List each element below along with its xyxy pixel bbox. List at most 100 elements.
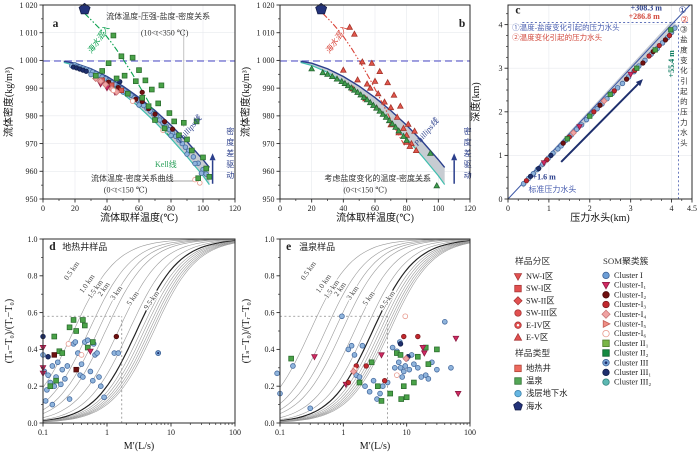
legend-item-label: SW-I区 — [526, 284, 552, 293]
annotation-text: +286.8 m — [629, 12, 661, 21]
depth-curve — [279, 239, 471, 411]
annotation-text: 流体温度-压强-盐度-密度关系 — [106, 11, 210, 21]
legend-item: Cluster-I₆ — [602, 329, 646, 338]
y-tick-label: 0.6 — [265, 308, 275, 317]
y-tick-label: 1 020 — [257, 1, 275, 10]
y-axis-label: 流体密度(kg/m³) — [2, 67, 15, 137]
x-tick-label: 60 — [371, 204, 379, 213]
x-tick-label: 1 — [547, 204, 551, 213]
x-tick-label: 60 — [135, 204, 143, 213]
legend-item-label: SW-II区 — [526, 296, 555, 305]
legend-item: Cluster III₁ — [602, 368, 651, 377]
legend-item-label: Cluster II₁ — [614, 339, 649, 348]
depth-curve — [279, 240, 471, 422]
depth-curve — [42, 239, 236, 418]
depth-curve — [42, 240, 236, 422]
series-cluster-iii1 — [70, 64, 123, 85]
x-tick-label: 3 — [629, 204, 633, 213]
depth-curve — [279, 238, 470, 404]
annotation-text: ②温度变化引起的压力水头 — [512, 32, 602, 42]
series-cluster-i1 — [540, 71, 634, 167]
x-tick-label: 10 — [167, 428, 175, 437]
annotation-text: 密度差驱动 — [226, 126, 234, 180]
depth-curve — [279, 239, 471, 418]
legend-item-label: Cluster III₂ — [614, 378, 651, 387]
series-hot-springs — [93, 32, 213, 182]
depth-curve — [42, 242, 236, 423]
annotation-text: c — [515, 4, 520, 16]
legend-group-title: 样品类型 — [515, 347, 550, 358]
depth-curve — [279, 241, 471, 422]
legend-item: Cluster-I₁ — [601, 281, 646, 290]
legend-group-title: SOM聚类簇 — [603, 255, 649, 266]
series-cluster-i3 — [523, 32, 673, 184]
legend-item-label: NW-I区 — [526, 272, 553, 281]
y-tick-label: 0.2 — [28, 382, 38, 391]
y-tick-label: 960 — [26, 167, 38, 176]
y-tick-label: 950 — [26, 195, 38, 204]
legend-item-label: 海水 — [526, 401, 543, 411]
legend-item-label: Cluster I — [614, 271, 643, 280]
x-tick-label: 1 — [341, 428, 345, 437]
annotation-text: ③ — [680, 24, 688, 34]
legend-item-label: Cluster-I₂ — [614, 290, 646, 299]
depth-curve — [42, 241, 236, 422]
x-tick-label: 100 — [464, 428, 476, 437]
y-tick-label: 0.2 — [265, 382, 275, 391]
legend-item-label: 地热井 — [526, 363, 551, 373]
x-tick-label: 120 — [464, 204, 476, 213]
series-hot-springs — [288, 344, 440, 404]
y-tick-label: 1 — [499, 151, 503, 160]
legend-item: SW-II区 — [513, 296, 555, 306]
annotation-text: 流体温度-密度关系曲线 — [91, 173, 174, 183]
y-tick-label: 0.4 — [265, 345, 275, 354]
x-tick-label: 0.1 — [38, 428, 48, 437]
y-tick-label: 0.0 — [265, 419, 275, 428]
depth-curve — [42, 238, 235, 404]
depth-curve — [42, 242, 236, 423]
annotation-text: (0<t<150 ℃) — [104, 186, 148, 195]
depth-curve — [279, 241, 471, 422]
y-tick-label: 950 — [263, 195, 275, 204]
y-tick-label: 1.0 — [28, 235, 38, 244]
phillips-line — [300, 60, 446, 168]
legend: 样品分区 NW-I区 SW-I区 SW-II区 SW-III区 E-IV区 E-V区样品类型… — [513, 255, 651, 411]
legend-item-label: Cluster-I₃ — [614, 300, 646, 309]
depth-curve — [279, 242, 471, 423]
legend-item: SW-I区 — [514, 284, 552, 293]
x-tick-label: 100 — [432, 204, 444, 213]
y-tick-label: 3 — [499, 64, 503, 73]
x-tick-label: 40 — [339, 204, 347, 213]
depth-curve — [279, 240, 471, 422]
y-axis-label: 流体密度(kg/m³) — [239, 67, 252, 137]
legend-item: E-V区 — [513, 332, 548, 342]
annotation-text: +308.3 m — [631, 4, 663, 13]
legend-item: Cluster II₁ — [602, 339, 649, 348]
legend-item: Cluster II₂ — [602, 349, 649, 358]
legend-item: Cluster III₂ — [602, 378, 651, 387]
seawater-mixing-line — [84, 12, 170, 137]
series-cluster-i6 — [65, 341, 85, 358]
series-seawater — [315, 2, 328, 15]
annotation-text: ①温度-盐度变化引起的压力水头 — [512, 22, 620, 32]
legend-item-label: E-IV区 — [526, 321, 551, 330]
x-tick-label: 0 — [278, 204, 282, 213]
legend-item: Cluster-I₄ — [601, 309, 646, 319]
y-tick-label: 960 — [263, 167, 275, 176]
series-cluster-iii — [155, 350, 162, 356]
legend-item-label: Cluster II₂ — [614, 349, 649, 358]
y-tick-label: 0.8 — [265, 272, 275, 281]
legend-item: 温泉 — [514, 376, 543, 386]
annotation-text: +55.4 m — [667, 50, 676, 78]
legend-item: E-IV区 — [514, 321, 551, 330]
legend-item-label: Cluster-I₅ — [614, 320, 646, 329]
legend-item: Cluster I — [602, 271, 643, 280]
series-cluster-i2 — [113, 333, 120, 340]
annotation-text: ① — [679, 5, 687, 15]
x-tick-label: 2 — [588, 204, 592, 213]
y-tick-label: 0.4 — [28, 345, 38, 354]
legend-item-label: Cluster-I₆ — [614, 329, 646, 338]
annotation-text: 地热井样品 — [62, 241, 107, 252]
series-seawater — [78, 2, 91, 15]
